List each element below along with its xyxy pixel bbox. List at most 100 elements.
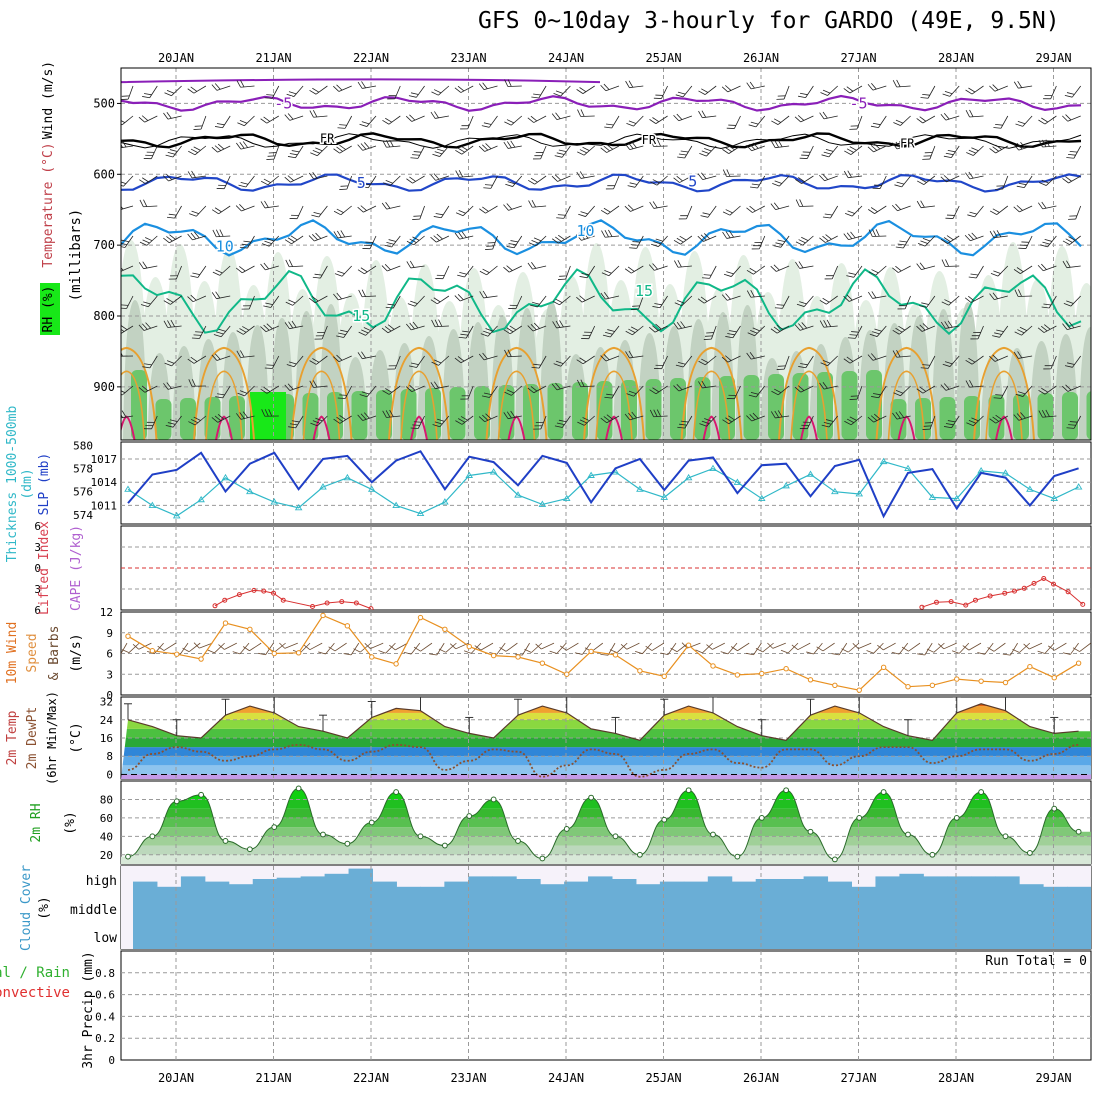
barb-staff [849, 85, 863, 94]
barb-staff [656, 175, 668, 186]
wind-barb [917, 642, 933, 656]
wind-barb [360, 175, 377, 189]
barb-flag [968, 419, 977, 424]
rh-shade-green [841, 371, 858, 440]
barb-staff [239, 642, 250, 655]
thickness-point [246, 487, 254, 495]
cloud-high-bar [516, 879, 541, 892]
barb-flag [140, 304, 149, 308]
barb-staff [1029, 642, 1043, 650]
barb-flag [1066, 260, 1071, 268]
barb-staff [1050, 85, 1057, 99]
barb-flag [387, 324, 395, 330]
wind-barb [703, 325, 717, 340]
barb-flag [920, 367, 929, 369]
cloud-level-label: high [86, 874, 117, 889]
wind-barb [303, 642, 323, 651]
barb-flag [819, 320, 825, 328]
lifted-index-point [368, 606, 374, 610]
barb-flag [121, 410, 123, 418]
barb-staff [751, 145, 765, 152]
wind-barb [940, 320, 960, 329]
bottom-day-label: 23JAN [450, 1071, 486, 1085]
barb-flag [238, 184, 246, 188]
isotherm-20 [778, 346, 840, 440]
barb-staff [933, 642, 945, 653]
cloud-high-bar [564, 881, 589, 892]
barb-flag [485, 328, 493, 332]
barb-flag [871, 396, 879, 399]
barb-staff [122, 385, 134, 396]
wind-barb [531, 85, 547, 99]
barb-flag [166, 216, 175, 219]
rh-tick-label: 20 [100, 849, 113, 862]
barb-staff [580, 385, 595, 388]
wind-barb [1066, 415, 1082, 429]
wind-barb [892, 411, 911, 420]
barb-staff [222, 385, 231, 399]
barb-flag [121, 180, 126, 185]
barb-flag [773, 202, 780, 209]
wind-barb [770, 264, 790, 272]
barb-flag [552, 321, 557, 329]
barb-staff [750, 295, 765, 298]
barb-staff [1079, 642, 1091, 652]
cloud-high-bar [252, 879, 278, 892]
barb-flag [875, 229, 880, 237]
barb-flag [170, 275, 178, 277]
barb-staff [1044, 642, 1055, 654]
wind-barb [187, 355, 207, 364]
barb-flag [163, 383, 169, 390]
barb-flag [919, 262, 926, 269]
barb-staff [174, 205, 182, 219]
barb-flag [1067, 362, 1075, 365]
barb-flag [801, 322, 808, 329]
barb-flag [188, 150, 196, 156]
barb-staff [388, 115, 401, 125]
wind-barb [357, 81, 377, 89]
wind-barb [894, 175, 911, 188]
barb-flag [919, 386, 927, 392]
barb-flag [360, 267, 368, 273]
barb-flag [600, 209, 608, 215]
rh-shade-green [474, 386, 490, 440]
lifted-index-point [934, 599, 939, 605]
barb-flag [895, 119, 904, 124]
rh-point [880, 789, 887, 795]
barb-flag [479, 208, 486, 214]
wind-barb [318, 642, 335, 655]
barb-flag [235, 413, 242, 420]
top-day-label: 22JAN [353, 51, 389, 65]
barb-flag [236, 142, 242, 150]
barb-staff [872, 85, 887, 91]
wind-barb [722, 145, 741, 154]
barb-flag [874, 143, 881, 150]
barb-flag [353, 648, 361, 653]
barb-staff [163, 642, 177, 651]
barb-flag [218, 644, 225, 650]
isotherm-line [121, 219, 1082, 257]
barb-staff [556, 642, 567, 654]
barb-flag [115, 265, 121, 273]
barb-flag [1038, 410, 1043, 418]
barb-staff [194, 415, 207, 426]
barb-flag [389, 644, 396, 651]
wind-barb [405, 384, 425, 393]
barb-flag [340, 185, 349, 187]
barb-flag [872, 187, 881, 189]
wind-barb [965, 109, 984, 118]
barb-flag [558, 419, 567, 423]
wind-barb [648, 323, 668, 333]
rh-band [121, 845, 1091, 855]
barb-flag [1019, 244, 1028, 246]
cloud-high-bar [228, 884, 254, 892]
barb-flag [796, 303, 805, 307]
wind-barb [333, 415, 352, 424]
barb-flag [457, 356, 465, 362]
lifted-tick-label: 3 [34, 541, 41, 554]
barb-staff [289, 265, 304, 268]
barb-flag [971, 232, 978, 239]
barb-flag [866, 650, 874, 654]
barb-staff [556, 115, 571, 121]
bottom-day-label: 25JAN [645, 1071, 681, 1085]
